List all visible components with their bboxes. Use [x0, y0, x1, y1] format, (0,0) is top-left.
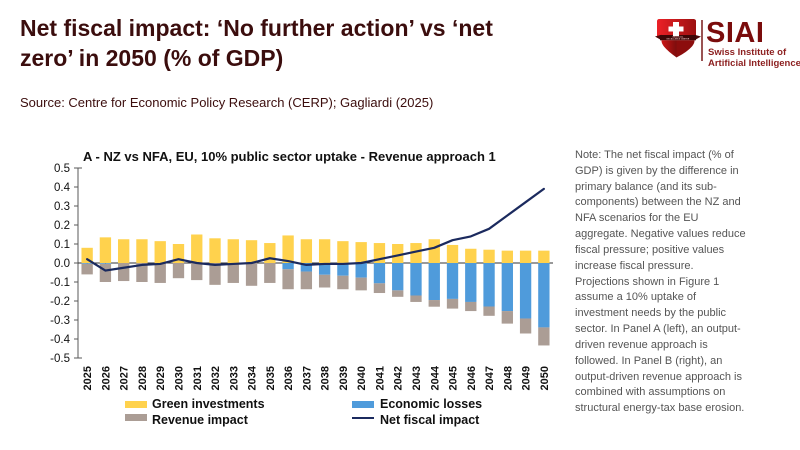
svg-text:2042: 2042: [393, 366, 405, 390]
svg-text:2031: 2031: [192, 366, 204, 390]
svg-text:2029: 2029: [155, 366, 167, 390]
svg-text:0.0: 0.0: [54, 258, 70, 270]
svg-text:2034: 2034: [247, 365, 259, 390]
svg-text:2049: 2049: [521, 366, 533, 390]
svg-text:2040: 2040: [356, 366, 368, 390]
svg-text:2043: 2043: [411, 366, 423, 390]
svg-text:-0.2: -0.2: [50, 296, 70, 308]
svg-text:-0.1: -0.1: [50, 277, 70, 289]
svg-text:-0.5: -0.5: [50, 353, 70, 365]
svg-text:2030: 2030: [173, 366, 185, 390]
svg-text:-0.3: -0.3: [50, 315, 70, 327]
svg-text:0.2: 0.2: [54, 220, 70, 232]
svg-text:2032: 2032: [210, 366, 222, 390]
svg-text:2036: 2036: [283, 366, 295, 390]
svg-text:2050: 2050: [539, 366, 551, 390]
svg-text:2025: 2025: [82, 366, 94, 390]
svg-text:0.3: 0.3: [54, 201, 70, 213]
svg-text:0.1: 0.1: [54, 239, 70, 251]
svg-text:0.4: 0.4: [54, 182, 71, 194]
svg-text:2047: 2047: [484, 366, 496, 390]
svg-text:2037: 2037: [301, 366, 313, 390]
svg-text:2038: 2038: [320, 366, 332, 390]
svg-text:0.5: 0.5: [54, 163, 70, 175]
svg-text:2044: 2044: [429, 365, 441, 390]
svg-text:2041: 2041: [374, 366, 386, 390]
svg-text:2028: 2028: [137, 366, 149, 390]
svg-text:2045: 2045: [448, 366, 460, 390]
svg-text:-0.4: -0.4: [50, 334, 70, 346]
svg-text:2033: 2033: [228, 366, 240, 390]
svg-text:2039: 2039: [338, 366, 350, 390]
svg-text:2026: 2026: [100, 366, 112, 390]
svg-text:2027: 2027: [119, 366, 131, 390]
svg-text:2046: 2046: [466, 366, 478, 390]
svg-text:2048: 2048: [502, 366, 514, 390]
svg-text:2035: 2035: [265, 366, 277, 390]
